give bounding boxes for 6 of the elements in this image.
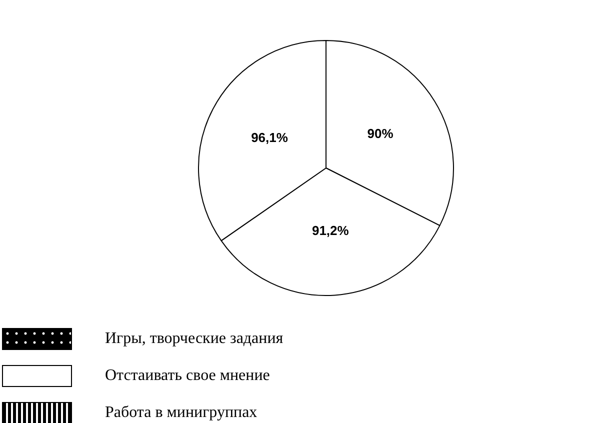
legend-label: Работа в минигруппах <box>105 404 258 422</box>
data-label: 90% <box>367 126 394 142</box>
data-label: 91,2% <box>312 223 350 238</box>
legend-label: Отстаивать свое мнение <box>105 366 270 384</box>
data-label: 96,1% <box>251 130 288 146</box>
legend-label: Игры, творческие задания <box>105 330 284 348</box>
